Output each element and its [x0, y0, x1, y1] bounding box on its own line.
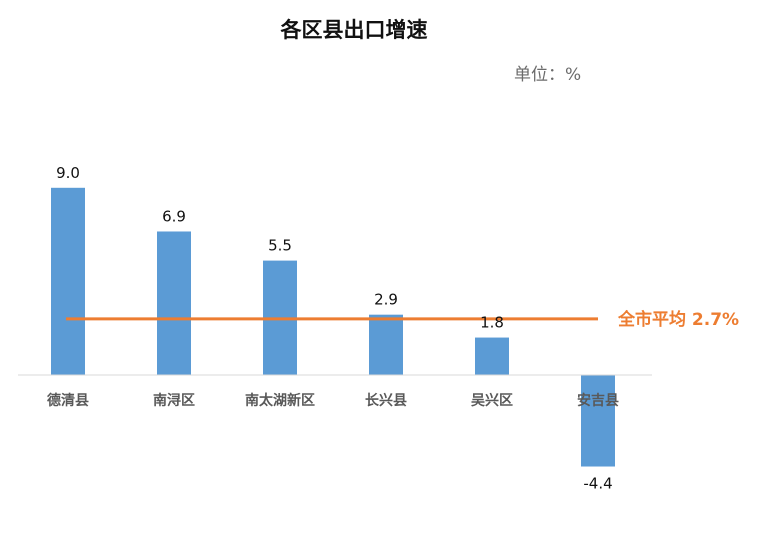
unit-label: 单位：%: [514, 65, 582, 85]
bar-0: [51, 187, 85, 375]
category-label-2: 南太湖新区: [245, 392, 315, 409]
bar-4: [475, 337, 509, 375]
bar-3: [369, 314, 403, 375]
value-label-4: 1.8: [480, 314, 504, 332]
value-label-1: 6.9: [162, 207, 186, 225]
category-label-0: 德清县: [47, 392, 89, 409]
chart-title: 各区县出口增速: [280, 18, 428, 42]
value-label-0: 9.0: [56, 164, 80, 182]
category-label-1: 南浔区: [153, 392, 195, 409]
value-label-2: 5.5: [268, 237, 292, 255]
bar-1: [157, 231, 191, 375]
category-label-4: 吴兴区: [471, 392, 513, 409]
average-reference-label: 全市平均 2.7%: [617, 309, 739, 330]
category-label-3: 长兴县: [365, 392, 407, 409]
value-label-3: 2.9: [374, 291, 398, 309]
category-label-5: 安吉县: [577, 392, 619, 409]
bar-5: [581, 375, 615, 467]
value-label-5: -4.4: [583, 475, 612, 493]
